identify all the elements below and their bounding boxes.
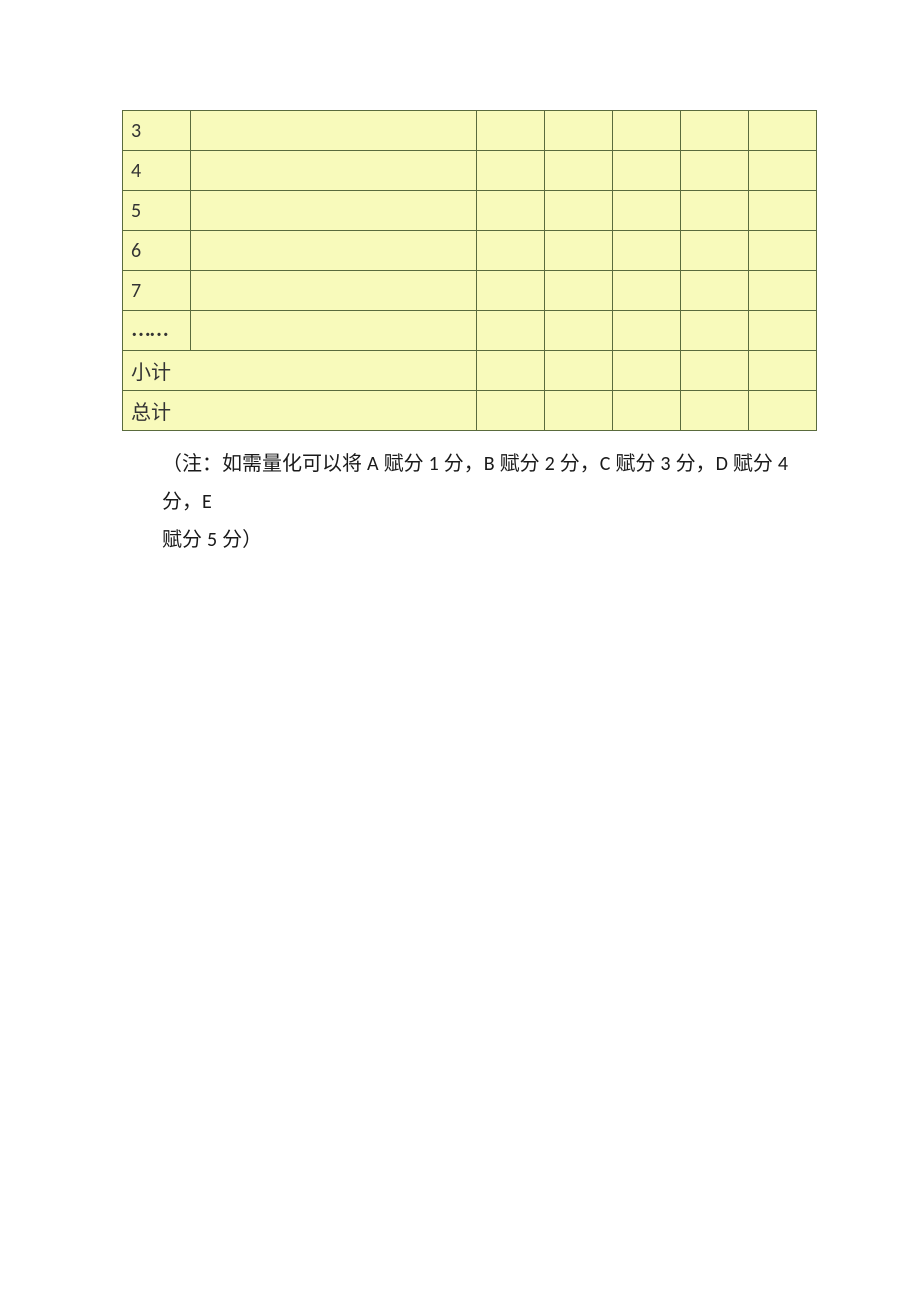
- note-text: 分，: [439, 453, 484, 475]
- table-cell: [477, 151, 545, 191]
- note-text: 赋分: [728, 453, 778, 475]
- table-cell: [477, 311, 545, 351]
- table-row: 7: [123, 271, 817, 311]
- score-table: 3 4 5: [122, 110, 817, 431]
- table-cell: [191, 111, 477, 151]
- table-cell: [545, 111, 613, 151]
- table-cell: [191, 151, 477, 191]
- note-text: 赋分: [610, 453, 660, 475]
- row-label: 总计: [123, 391, 477, 431]
- table-cell: [749, 351, 817, 391]
- table-cell: [749, 311, 817, 351]
- table-cell: [681, 191, 749, 231]
- note-text: 赋分: [495, 453, 545, 475]
- table-cell: [749, 391, 817, 431]
- note-number: 2: [545, 452, 555, 476]
- table-row: 6: [123, 231, 817, 271]
- score-table-wrapper: 3 4 5: [122, 110, 808, 431]
- note-text: 赋分: [162, 529, 207, 551]
- table-row: 3: [123, 111, 817, 151]
- table-cell: [477, 191, 545, 231]
- table-cell: [681, 151, 749, 191]
- table-cell: [613, 191, 681, 231]
- table-cell: [613, 111, 681, 151]
- table-cell: [613, 231, 681, 271]
- table-row: 5: [123, 191, 817, 231]
- note-text: 分）: [217, 529, 262, 551]
- table-cell: [681, 351, 749, 391]
- table-cell: [545, 231, 613, 271]
- row-label: 5: [123, 191, 191, 231]
- note-letter: D: [716, 452, 728, 476]
- note-text: 分，: [162, 491, 202, 513]
- score-table-body: 3 4 5: [123, 111, 817, 431]
- note-text: 赋分: [379, 453, 429, 475]
- row-label: 7: [123, 271, 191, 311]
- table-row-subtotal: 小计: [123, 351, 817, 391]
- table-cell: [681, 271, 749, 311]
- footnote: （注：如需量化可以将 A 赋分 1 分，B 赋分 2 分，C 赋分 3 分，D …: [122, 445, 808, 559]
- row-label: 3: [123, 111, 191, 151]
- table-cell: [191, 311, 477, 351]
- row-label-text: 7: [131, 279, 141, 303]
- table-cell: [545, 351, 613, 391]
- note-number: 5: [207, 528, 217, 552]
- table-cell: [613, 311, 681, 351]
- table-cell: [191, 271, 477, 311]
- table-row: ……: [123, 311, 817, 351]
- table-cell: [477, 351, 545, 391]
- row-label: ……: [123, 311, 191, 351]
- table-cell: [613, 391, 681, 431]
- table-cell: [545, 271, 613, 311]
- note-letter: E: [202, 490, 212, 514]
- table-cell: [545, 151, 613, 191]
- note-text: （注：如需量化可以将: [162, 453, 367, 475]
- table-cell: [477, 231, 545, 271]
- note-letter: B: [484, 452, 495, 476]
- table-cell: [749, 151, 817, 191]
- table-cell: [545, 311, 613, 351]
- table-cell: [613, 351, 681, 391]
- row-label: 4: [123, 151, 191, 191]
- table-cell: [477, 111, 545, 151]
- table-cell: [545, 191, 613, 231]
- row-label-text: ……: [131, 319, 167, 341]
- table-row-total: 总计: [123, 391, 817, 431]
- row-label-text: 3: [131, 119, 141, 143]
- note-number: 3: [660, 452, 670, 476]
- note-text: 分，: [555, 453, 600, 475]
- row-label-text: 4: [131, 159, 141, 183]
- note-text: 分，: [671, 453, 716, 475]
- row-label-text: 总计: [131, 402, 171, 424]
- table-cell: [749, 271, 817, 311]
- table-cell: [749, 231, 817, 271]
- table-cell: [681, 111, 749, 151]
- row-label-text: 小计: [131, 362, 171, 384]
- note-letter: C: [600, 452, 611, 476]
- table-cell: [191, 191, 477, 231]
- table-cell: [681, 391, 749, 431]
- note-letter: A: [367, 452, 379, 476]
- table-cell: [613, 271, 681, 311]
- table-cell: [681, 231, 749, 271]
- note-number: 1: [429, 452, 439, 476]
- table-cell: [749, 191, 817, 231]
- row-label-text: 6: [131, 239, 141, 263]
- row-label: 小计: [123, 351, 477, 391]
- table-cell: [545, 391, 613, 431]
- table-cell: [477, 271, 545, 311]
- table-cell: [477, 391, 545, 431]
- table-cell: [191, 231, 477, 271]
- table-cell: [681, 311, 749, 351]
- row-label: 6: [123, 231, 191, 271]
- table-cell: [613, 151, 681, 191]
- note-number: 4: [778, 452, 788, 476]
- table-cell: [749, 111, 817, 151]
- table-row: 4: [123, 151, 817, 191]
- row-label-text: 5: [131, 199, 141, 223]
